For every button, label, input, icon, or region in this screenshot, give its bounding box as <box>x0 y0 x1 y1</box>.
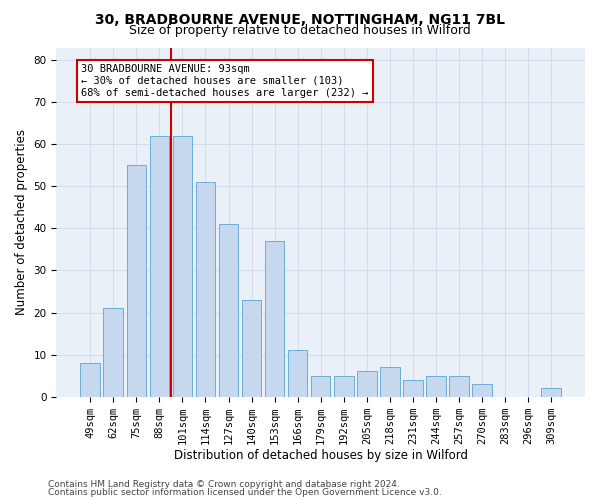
Bar <box>219 224 238 396</box>
Bar <box>196 182 215 396</box>
Text: Size of property relative to detached houses in Wilford: Size of property relative to detached ho… <box>129 24 471 37</box>
Text: 30, BRADBOURNE AVENUE, NOTTINGHAM, NG11 7BL: 30, BRADBOURNE AVENUE, NOTTINGHAM, NG11 … <box>95 12 505 26</box>
Bar <box>472 384 492 396</box>
Bar <box>449 376 469 396</box>
Bar <box>541 388 561 396</box>
Bar <box>288 350 307 397</box>
Bar <box>80 363 100 396</box>
Bar <box>403 380 422 396</box>
Text: 30 BRADBOURNE AVENUE: 93sqm
← 30% of detached houses are smaller (103)
68% of se: 30 BRADBOURNE AVENUE: 93sqm ← 30% of det… <box>81 64 368 98</box>
Bar <box>357 372 377 396</box>
Bar <box>334 376 353 396</box>
X-axis label: Distribution of detached houses by size in Wilford: Distribution of detached houses by size … <box>174 450 468 462</box>
Bar <box>311 376 331 396</box>
Bar <box>173 136 192 396</box>
Text: Contains HM Land Registry data © Crown copyright and database right 2024.: Contains HM Land Registry data © Crown c… <box>48 480 400 489</box>
Bar <box>149 136 169 396</box>
Text: Contains public sector information licensed under the Open Government Licence v3: Contains public sector information licen… <box>48 488 442 497</box>
Bar <box>103 308 123 396</box>
Bar <box>265 241 284 396</box>
Bar <box>127 166 146 396</box>
Bar <box>380 368 400 396</box>
Bar <box>242 300 262 396</box>
Bar <box>426 376 446 396</box>
Y-axis label: Number of detached properties: Number of detached properties <box>15 129 28 315</box>
